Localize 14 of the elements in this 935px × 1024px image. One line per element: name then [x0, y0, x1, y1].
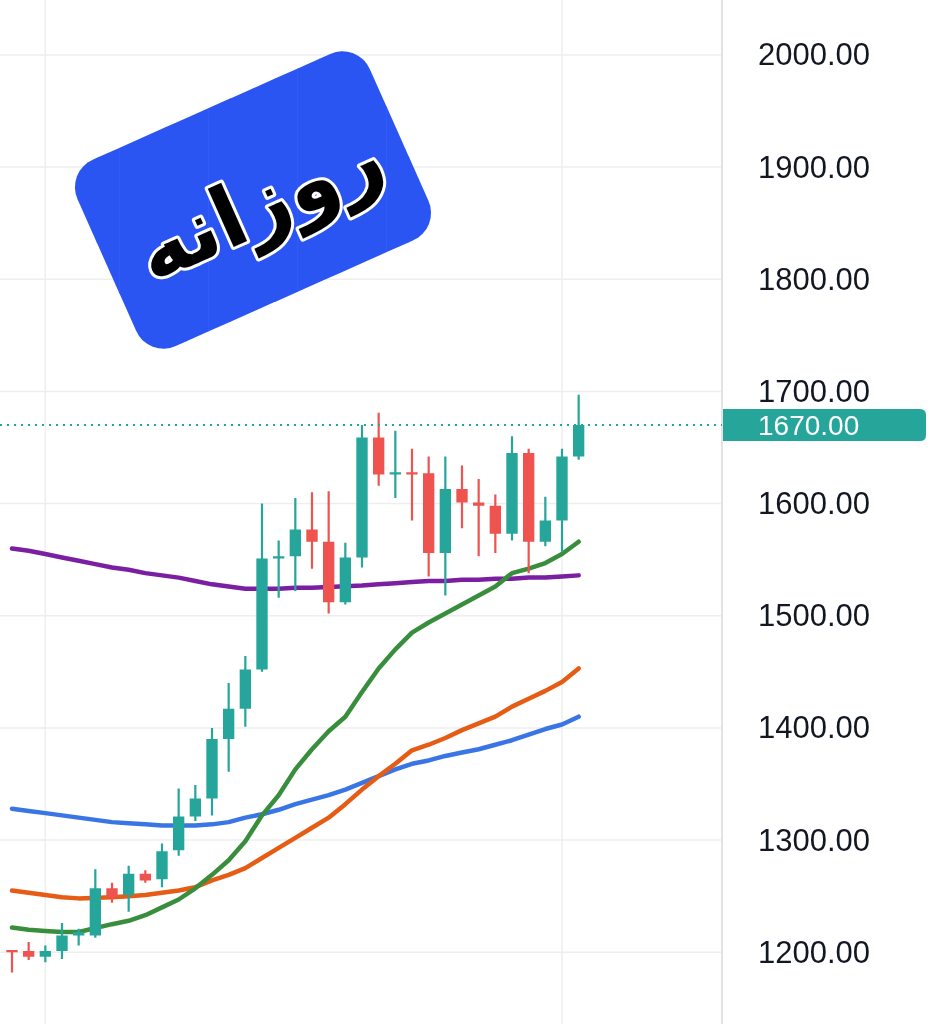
y-tick-label: 1700.00	[758, 373, 871, 409]
y-tick-label: 1800.00	[758, 261, 871, 297]
line-series	[9, 546, 581, 592]
y-tick-label: 1600.00	[758, 486, 871, 522]
y-tick-label: 1900.00	[758, 149, 871, 185]
line-series	[9, 714, 581, 828]
y-tick-label: 1400.00	[758, 710, 871, 746]
text: روزانه	[120, 106, 399, 303]
ref-line-label: 1670.00	[758, 409, 860, 441]
y-tick-label: 1200.00	[758, 934, 871, 970]
y-tick-label: 1500.00	[758, 598, 871, 634]
y-tick-label: 1300.00	[758, 822, 871, 858]
line-series	[9, 666, 581, 901]
y-tick-label: 2000.00	[758, 37, 871, 73]
